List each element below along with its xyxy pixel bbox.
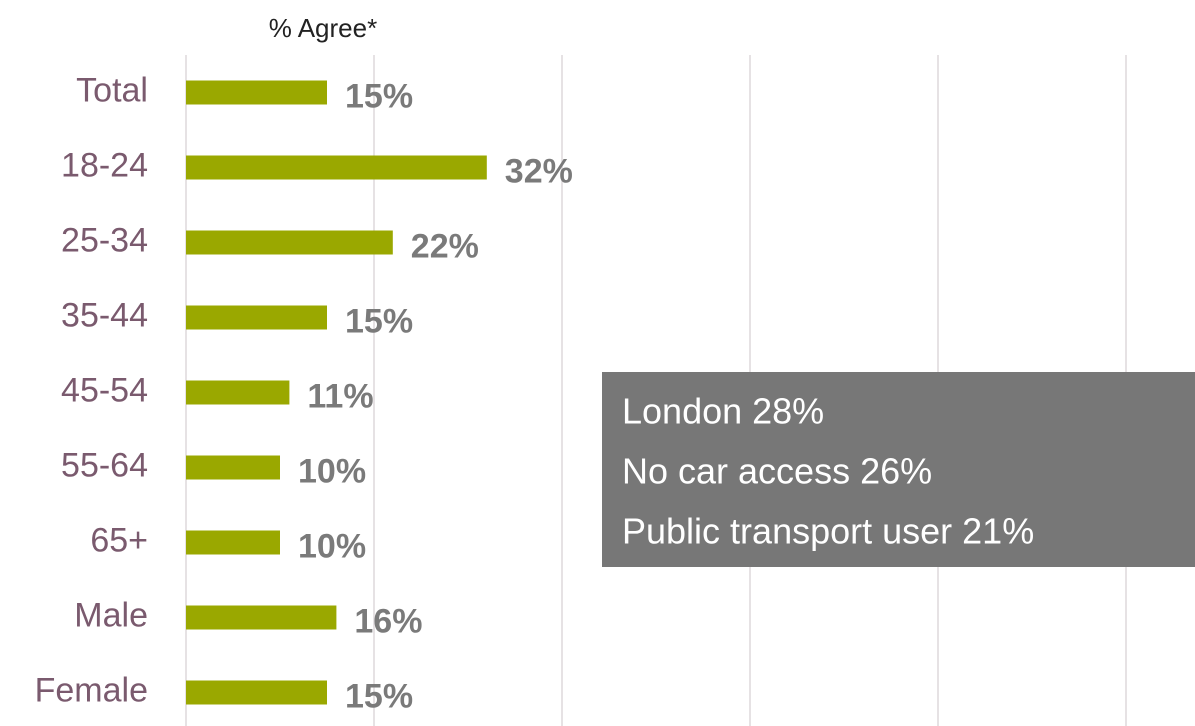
- axis-title: % Agree*: [269, 13, 377, 43]
- bar: [186, 605, 337, 630]
- category-label: 45-54: [61, 371, 148, 409]
- value-label: 22%: [411, 227, 479, 265]
- annotation-box: [602, 372, 1195, 567]
- category-label: Male: [74, 596, 148, 634]
- value-label: 15%: [345, 302, 413, 340]
- category-label: 65+: [90, 521, 148, 559]
- value-label: 16%: [354, 602, 422, 640]
- bar: [186, 680, 327, 705]
- value-label: 10%: [298, 452, 366, 490]
- value-label: 11%: [307, 377, 373, 415]
- annotation-text: London 28%: [622, 391, 824, 432]
- value-label: 15%: [345, 677, 413, 715]
- bar: [186, 455, 280, 480]
- annotation-text: No car access 26%: [622, 451, 932, 492]
- category-label: 55-64: [61, 446, 148, 484]
- bar: [186, 230, 393, 255]
- bar: [186, 155, 487, 180]
- category-label: Total: [76, 71, 148, 109]
- value-label: 15%: [345, 77, 413, 115]
- category-label: Female: [35, 671, 148, 709]
- bar: [186, 380, 290, 405]
- bar: [186, 530, 280, 555]
- bar: [186, 80, 327, 105]
- category-label: 18-24: [61, 146, 148, 184]
- bar: [186, 305, 327, 330]
- value-label: 32%: [505, 152, 573, 190]
- category-label: 25-34: [61, 221, 148, 259]
- category-label: 35-44: [61, 296, 148, 334]
- value-label: 10%: [298, 527, 366, 565]
- annotation-text: Public transport user 21%: [622, 511, 1034, 552]
